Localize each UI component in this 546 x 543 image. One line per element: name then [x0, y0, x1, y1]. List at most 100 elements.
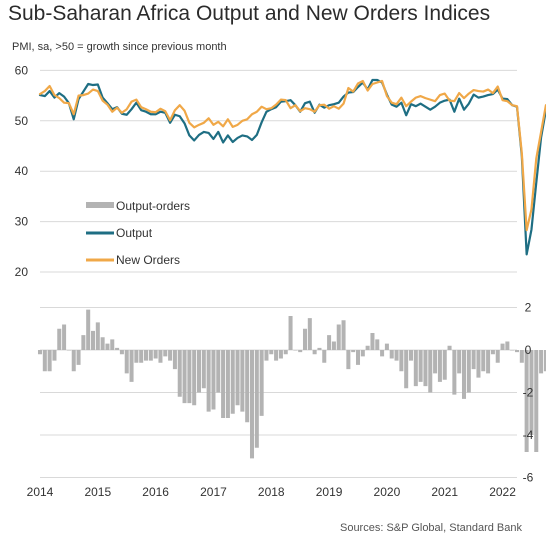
bar-output-orders — [505, 341, 510, 350]
bar-output-orders — [76, 350, 81, 365]
index-lines — [38, 78, 546, 256]
bar-output-orders — [206, 350, 211, 412]
bar-output-orders — [110, 339, 115, 351]
bar-output-orders — [433, 350, 438, 374]
bar-output-orders — [534, 350, 539, 452]
y-tick-label: 2 — [525, 301, 532, 315]
bar-output-orders — [346, 350, 351, 370]
bar-output-orders — [196, 350, 202, 393]
bar-output-orders — [249, 350, 255, 459]
top-panel-grid — [40, 69, 517, 273]
bar-output-orders — [129, 350, 134, 382]
x-axis-labels: 2014 2015 2016 2017 2018 2019 2020 2021 2022 — [27, 485, 517, 499]
bar-output-orders — [153, 350, 158, 359]
bar-output-orders — [418, 350, 423, 382]
bar-output-orders — [235, 350, 240, 406]
bar-output-orders — [119, 350, 124, 355]
bar-output-orders — [302, 328, 308, 350]
bar-output-orders — [471, 350, 476, 370]
bar-output-orders — [225, 350, 230, 418]
bar-output-orders — [495, 350, 500, 363]
bottom-panel-grid — [40, 307, 517, 478]
bar-output-orders — [201, 350, 206, 389]
chart-title: Sub-Saharan Africa Output and New Orders… — [8, 2, 491, 25]
chart-subtitle: PMI, sa, >50 = growth since previous mon… — [12, 41, 227, 53]
bar-output-orders — [519, 350, 524, 363]
y-tick-label: -6 — [523, 471, 534, 485]
bar-output-orders — [81, 335, 86, 351]
chart-legend: Output-orders Output New Orders — [86, 199, 190, 267]
bar-output-orders — [192, 350, 197, 406]
y-tick-label: 40 — [15, 164, 29, 178]
bar-output-orders — [423, 350, 428, 387]
bar-output-orders — [134, 350, 139, 363]
bar-output-orders — [52, 350, 57, 361]
bar-output-orders — [57, 328, 62, 350]
y-tick-label: -2 — [523, 386, 534, 400]
x-tick-label: 2014 — [27, 485, 54, 499]
y-tick-label: 50 — [15, 114, 29, 128]
legend-label-new-orders: New Orders — [116, 253, 180, 267]
bar-output-orders — [365, 345, 370, 350]
bar-output-orders — [240, 350, 245, 412]
bar-output-orders — [380, 350, 385, 357]
bar-output-orders — [457, 350, 462, 374]
bar-output-orders — [100, 337, 105, 350]
bar-output-orders — [254, 350, 259, 448]
bar-output-orders — [341, 320, 346, 350]
bar-output-orders — [115, 347, 120, 351]
bar-output-orders — [428, 350, 433, 393]
output-orders-bars — [37, 309, 546, 459]
bar-output-orders — [322, 350, 327, 363]
bar-output-orders — [539, 350, 544, 374]
bar-output-orders — [298, 350, 303, 353]
bar-output-orders — [168, 350, 173, 361]
legend-label-output: Output — [116, 226, 153, 240]
bar-output-orders — [42, 350, 47, 372]
bar-output-orders — [452, 350, 457, 395]
bar-output-orders — [230, 350, 235, 414]
bar-output-orders — [510, 350, 515, 351]
bar-output-orders — [163, 350, 168, 357]
bar-output-orders — [66, 350, 71, 351]
bar-output-orders — [355, 350, 361, 365]
series-line-output — [38, 78, 546, 256]
bar-output-orders — [375, 339, 380, 351]
bar-output-orders — [283, 350, 288, 355]
bar-output-orders — [331, 341, 336, 350]
bar-output-orders — [404, 350, 409, 389]
bar-output-orders — [394, 350, 399, 361]
series-line-new-orders — [38, 79, 546, 232]
bar-output-orders — [264, 350, 269, 361]
bar-output-orders — [413, 350, 418, 387]
bar-output-orders — [466, 350, 471, 393]
bar-output-orders — [490, 350, 495, 355]
bar-output-orders — [259, 350, 264, 416]
bar-output-orders — [543, 350, 546, 372]
bar-output-orders — [47, 350, 52, 372]
bar-output-orders — [139, 350, 144, 363]
x-tick-label: 2022 — [489, 485, 516, 499]
bar-output-orders — [211, 350, 216, 410]
x-tick-label: 2017 — [200, 485, 227, 499]
bar-output-orders — [86, 309, 91, 351]
bar-output-orders — [389, 350, 394, 359]
x-tick-label: 2020 — [374, 485, 401, 499]
bar-output-orders — [408, 350, 414, 361]
bar-output-orders — [216, 350, 221, 393]
bar-output-orders — [500, 343, 505, 351]
bar-output-orders — [187, 350, 192, 404]
y-tick-label: 0 — [525, 343, 532, 357]
bar-output-orders — [351, 350, 356, 353]
bar-output-orders — [288, 316, 293, 350]
bar-output-orders — [62, 324, 67, 350]
bar-output-orders — [327, 335, 332, 351]
bar-output-orders — [384, 343, 389, 351]
y-tick-label: 30 — [15, 215, 29, 229]
bar-output-orders — [293, 350, 298, 351]
x-tick-label: 2019 — [316, 485, 343, 499]
source-note: Sources: S&P Global, Standard Bank — [339, 522, 522, 534]
bar-output-orders — [90, 330, 96, 351]
x-tick-label: 2016 — [142, 485, 169, 499]
bar-output-orders — [37, 350, 43, 355]
